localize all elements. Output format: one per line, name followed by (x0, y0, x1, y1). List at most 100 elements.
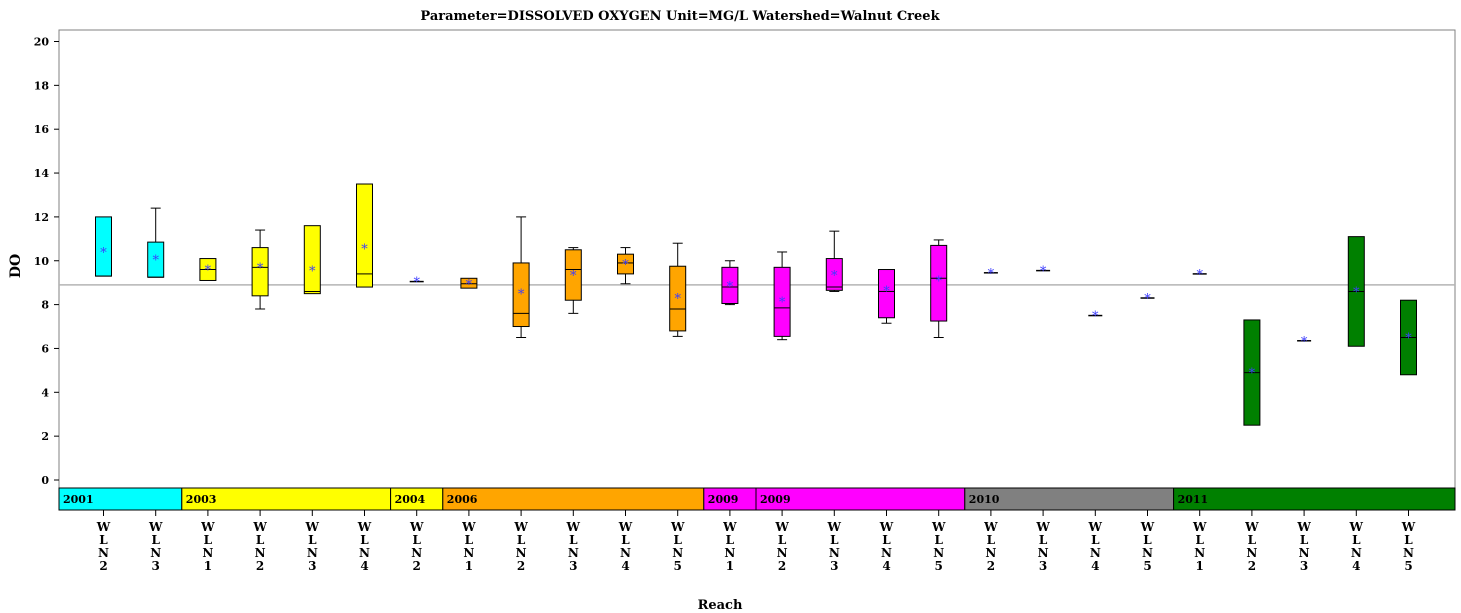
box-14: * (773, 251, 791, 341)
boxes: * * * * * * * * * * * * * * * * * * * * * * * * * * (95, 183, 1417, 426)
mean-marker: * (413, 276, 420, 291)
box-body (512, 262, 530, 328)
mean-marker: * (309, 265, 316, 280)
box-body (825, 258, 843, 291)
mean-marker: * (935, 274, 942, 289)
box-26: * (1400, 299, 1417, 376)
year-band-label: 2010 (969, 493, 1000, 506)
year-band-segment (1173, 487, 1456, 511)
x-ticks: W L N 2 W L N 3 W L N 1 W L N 2 W L N 3 W L N 4 W L N 2 W L N 1 W L N 2 W L N 3… (96, 510, 1416, 573)
mean-marker: * (152, 254, 159, 269)
mean-marker: * (1249, 367, 1256, 382)
box-25: * (1347, 236, 1365, 347)
y-axis: 0 2 4 6 8 10 12 14 16 18 20 (34, 36, 59, 487)
y-tick-label: 8 (41, 299, 49, 312)
box-8: * (460, 277, 478, 293)
year-band-label: 2001 (63, 493, 94, 506)
box-5: * (303, 225, 321, 295)
mean-marker: * (1301, 335, 1308, 350)
x-axis-label: Reach (698, 598, 743, 613)
box-body (669, 265, 687, 332)
y-tick-label: 0 (41, 474, 49, 487)
box-15: * (825, 230, 843, 292)
box-body (617, 253, 634, 275)
box-9: * (512, 216, 530, 338)
mean-marker: * (1040, 265, 1047, 280)
y-tick-label: 20 (34, 36, 50, 49)
box-19: * (1036, 265, 1051, 280)
box-body (878, 269, 895, 319)
mean-marker: * (988, 267, 995, 282)
box-11: * (617, 247, 634, 285)
box-body (721, 266, 739, 305)
year-band-segment (442, 487, 705, 511)
year-band-label: 2011 (1178, 493, 1209, 506)
box-body (356, 183, 373, 288)
mean-marker: * (1405, 331, 1412, 346)
year-band-label: 2009 (708, 493, 739, 506)
y-tick-label: 14 (34, 167, 50, 180)
y-tick-label: 18 (34, 79, 50, 92)
mean-marker: * (883, 284, 890, 299)
y-axis-label: DO (8, 254, 24, 278)
box-23: * (1243, 319, 1261, 426)
mean-marker: * (570, 269, 577, 284)
y-tick-label: 2 (41, 430, 49, 443)
y-tick-label: 10 (34, 255, 50, 268)
year-band-label: 2009 (760, 493, 791, 506)
mean-marker: * (1196, 268, 1203, 283)
box-body (773, 266, 791, 337)
mean-marker: * (100, 246, 107, 261)
box-16: * (878, 269, 895, 324)
box-17: * (930, 239, 948, 338)
mean-marker: * (622, 258, 629, 273)
box-12: * (669, 242, 687, 337)
y-tick-label: 6 (41, 342, 49, 355)
box-6: * (356, 183, 373, 288)
mean-marker: * (518, 288, 525, 303)
box-body (564, 249, 582, 301)
box-21: * (1140, 292, 1155, 307)
mean-marker: * (1092, 310, 1099, 325)
year-band-label: 2004 (395, 493, 426, 506)
mean-marker: * (727, 280, 734, 295)
mean-marker: * (466, 278, 473, 293)
mean-marker: * (257, 261, 264, 276)
mean-marker: * (1353, 285, 1360, 300)
y-tick-label: 12 (34, 211, 49, 224)
box-18: * (983, 267, 998, 282)
box-body (930, 244, 948, 322)
y-tick-label: 4 (41, 386, 49, 399)
box-body (460, 277, 478, 289)
box-22: * (1192, 268, 1207, 283)
year-band-label: 2003 (186, 493, 217, 506)
y-tick-label: 16 (34, 123, 50, 136)
box-10: * (564, 247, 582, 314)
mean-marker: * (1144, 292, 1151, 307)
box-20: * (1088, 310, 1103, 325)
